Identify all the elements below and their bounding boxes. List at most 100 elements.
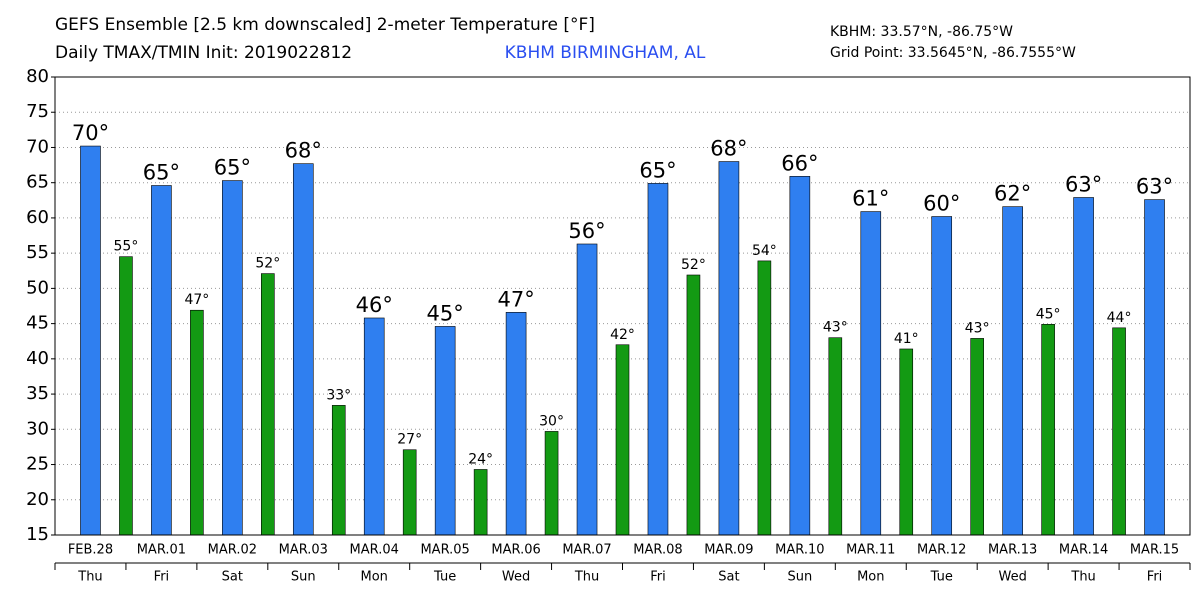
x-tick-label: MAR.04 (350, 543, 399, 558)
weekday-label: Sun (787, 570, 812, 585)
weekday-label: Fri (1147, 570, 1163, 585)
data-label: 54° (752, 243, 777, 259)
x-tick-label: MAR.15 (1130, 543, 1179, 558)
weekday-label: Mon (857, 570, 884, 585)
bar (576, 243, 598, 536)
chart-subtitle: Daily TMAX/TMIN Init: 2019022812 (55, 43, 352, 63)
bar (757, 260, 772, 536)
data-label: 56° (568, 219, 605, 243)
data-label: 62° (994, 182, 1031, 206)
bar (1112, 327, 1126, 536)
weekday-label: Wed (998, 570, 1026, 585)
x-tick-label: MAR.05 (420, 543, 469, 558)
weekday-label: Thu (1070, 570, 1095, 585)
location: KBHM BIRMINGHAM, AL (505, 43, 706, 63)
y-tick-label: 75 (26, 101, 49, 122)
plot-frame (54, 76, 1191, 536)
bar (615, 344, 630, 536)
data-label: 70° (72, 121, 109, 145)
y-tick-label: 65 (26, 172, 49, 193)
data-label: 52° (255, 256, 280, 272)
weekday-label: Sat (718, 570, 739, 585)
data-label: 43° (965, 320, 990, 336)
x-tick-label: MAR.02 (208, 543, 257, 558)
data-label: 55° (114, 239, 139, 255)
x-tick-label: MAR.09 (704, 543, 753, 558)
x-tick-label: MAR.13 (988, 543, 1037, 558)
bar (434, 326, 456, 536)
bar (789, 176, 811, 536)
y-tick-label: 25 (26, 454, 49, 475)
y-tick-label: 55 (26, 242, 49, 263)
weekday-label: Wed (502, 570, 530, 585)
bar (505, 312, 527, 536)
y-tick-label: 80 (26, 66, 49, 87)
y-tick-label: 35 (26, 383, 49, 404)
weekday-label: Thu (77, 570, 102, 585)
bar (1002, 206, 1023, 536)
y-tick-label: 50 (26, 277, 49, 298)
bar (80, 145, 101, 536)
data-label: 42° (610, 327, 635, 343)
data-label: 65° (214, 156, 251, 180)
data-label: 65° (639, 158, 676, 182)
data-label: 66° (781, 151, 818, 175)
x-tick-label: FEB.28 (68, 543, 113, 558)
weekday-label: Thu (574, 570, 599, 585)
bar (331, 405, 346, 536)
weekday-label: Fri (650, 570, 666, 585)
y-tick-label: 40 (26, 348, 49, 369)
grid-point: Grid Point: 33.5645°N, -86.7555°W (830, 45, 1076, 61)
weekday-label: Tue (930, 570, 953, 585)
data-label: 46° (356, 293, 393, 317)
bar (151, 185, 172, 536)
y-tick-label: 30 (26, 418, 49, 439)
bar (363, 317, 385, 536)
chart-title: GEFS Ensemble [2.5 km downscaled] 2-mete… (55, 15, 595, 35)
data-label: 61° (852, 187, 889, 211)
bar (402, 449, 417, 536)
x-tick-label: MAR.12 (917, 543, 966, 558)
bar (544, 431, 559, 536)
bar (119, 256, 133, 536)
bar (828, 337, 843, 536)
x-tick-label: MAR.03 (279, 543, 328, 558)
data-label: 60° (923, 192, 960, 216)
weekday-label: Fri (154, 570, 170, 585)
data-label: 30° (539, 413, 564, 429)
y-tick-label: 70 (26, 136, 49, 157)
x-tick-label: MAR.08 (633, 543, 682, 558)
data-label: 33° (326, 387, 351, 403)
bar (686, 274, 701, 536)
bar (899, 348, 914, 536)
x-tick-label: MAR.10 (775, 543, 824, 558)
y-tick-label: 60 (26, 207, 49, 228)
bar (1144, 199, 1165, 536)
data-label: 27° (397, 432, 422, 448)
bar (1073, 197, 1094, 536)
data-label: 63° (1065, 172, 1102, 196)
data-label: 68° (285, 139, 322, 163)
weekday-label: Sat (222, 570, 243, 585)
x-tick-label: MAR.06 (491, 543, 540, 558)
data-label: 47° (184, 292, 209, 308)
weekday-label: Sun (291, 570, 316, 585)
data-label: 45° (427, 301, 464, 325)
bar (718, 161, 740, 536)
data-label: 44° (1107, 310, 1132, 326)
bar (292, 163, 314, 536)
data-label: 24° (468, 451, 493, 467)
x-tick-label: MAR.11 (846, 543, 895, 558)
bar (222, 180, 243, 536)
data-label: 68° (710, 137, 747, 161)
bar (473, 469, 488, 536)
x-tick-label: MAR.07 (562, 543, 611, 558)
bar (1041, 324, 1055, 536)
bar (860, 211, 882, 536)
bar (931, 216, 953, 536)
y-tick-label: 20 (26, 489, 49, 510)
data-label: 45° (1036, 306, 1061, 322)
data-label: 63° (1136, 175, 1173, 199)
data-label: 43° (823, 320, 848, 336)
